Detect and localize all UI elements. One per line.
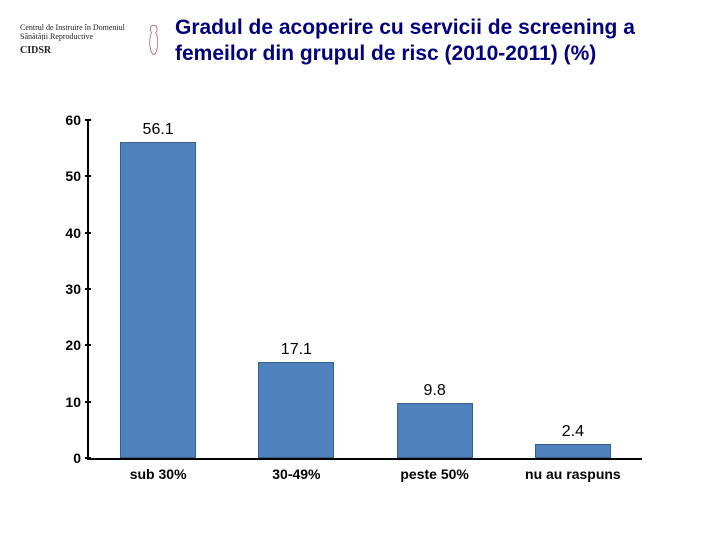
x-tick: peste 50% <box>400 458 468 482</box>
logo-text: Centrul de Instruire în Domeniul Sănătăț… <box>20 23 141 57</box>
y-tick: 50 <box>65 168 89 184</box>
bar: 17.1 <box>258 362 334 458</box>
y-tick: 10 <box>65 394 89 410</box>
slide-header: Centrul de Instruire în Domeniul Sănătăț… <box>20 10 700 80</box>
x-tick: 30-49% <box>272 458 320 482</box>
y-tick: 30 <box>65 281 89 297</box>
woman-icon <box>147 16 160 64</box>
y-tick: 40 <box>65 225 89 241</box>
bar-value-label: 9.8 <box>423 382 445 400</box>
bar-value-label: 56.1 <box>143 121 174 139</box>
x-tick: nu au raspuns <box>525 458 621 482</box>
y-tick: 20 <box>65 337 89 353</box>
logo-tagline: Centrul de Instruire în Domeniul Sănătăț… <box>20 23 141 41</box>
bar-value-label: 2.4 <box>562 423 584 441</box>
bar: 2.4 <box>535 444 611 458</box>
bar-chart: 56.1 17.1 9.8 2.4 0 10 20 30 40 50 60 sub 30% 30-49… <box>45 115 675 495</box>
bar: 9.8 <box>397 403 473 458</box>
slide-title: Gradul de acoperire cu servicii de scree… <box>160 10 700 68</box>
logo-acronym: CIDSR <box>20 45 141 57</box>
org-logo: Centrul de Instruire în Domeniul Sănătăț… <box>20 10 160 70</box>
y-tick: 60 <box>65 112 89 128</box>
slide: Centrul de Instruire în Domeniul Sănătăț… <box>0 0 720 540</box>
y-tick: 0 <box>73 450 89 466</box>
bar-value-label: 17.1 <box>281 341 312 359</box>
bar: 56.1 <box>120 142 196 458</box>
plot-area: 56.117.19.82.4 0102030405060sub 30%30-49… <box>87 120 642 460</box>
bars-layer: 56.1 17.1 9.8 2.4 <box>89 120 642 458</box>
x-tick: sub 30% <box>130 458 187 482</box>
